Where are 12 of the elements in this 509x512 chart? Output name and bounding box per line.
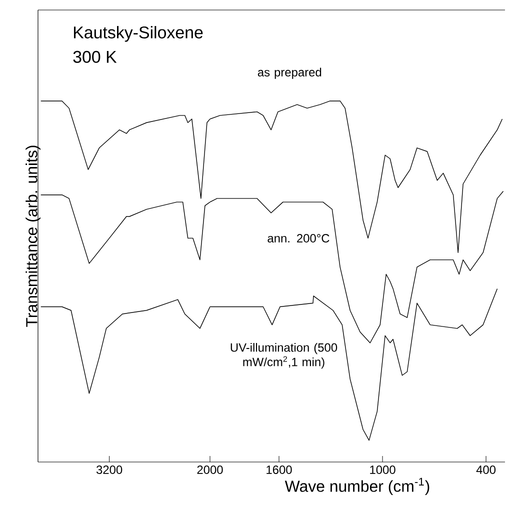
series-label: ann. 200°C [268, 234, 330, 242]
chart-subtitle: 300 K [73, 50, 117, 63]
x-tick-label: 1000 [370, 466, 396, 474]
x-tick-label: 1600 [266, 466, 292, 474]
chart-title: Kautsky-Siloxene [74, 26, 203, 42]
series-label: as prepared [258, 68, 322, 79]
series-label: UV-illumination (500 mW/cm$^{2}$,1 min) [230, 342, 338, 369]
x-tick-label: 2000 [197, 466, 223, 474]
x-tick-label: 3200 [96, 466, 122, 474]
x-tick-label: 400 [476, 466, 496, 474]
y-axis-title: Transmittance (arb. units) [26, 146, 40, 327]
x-axis-title: Wave number (cm$^{-1}$) [284, 478, 430, 496]
